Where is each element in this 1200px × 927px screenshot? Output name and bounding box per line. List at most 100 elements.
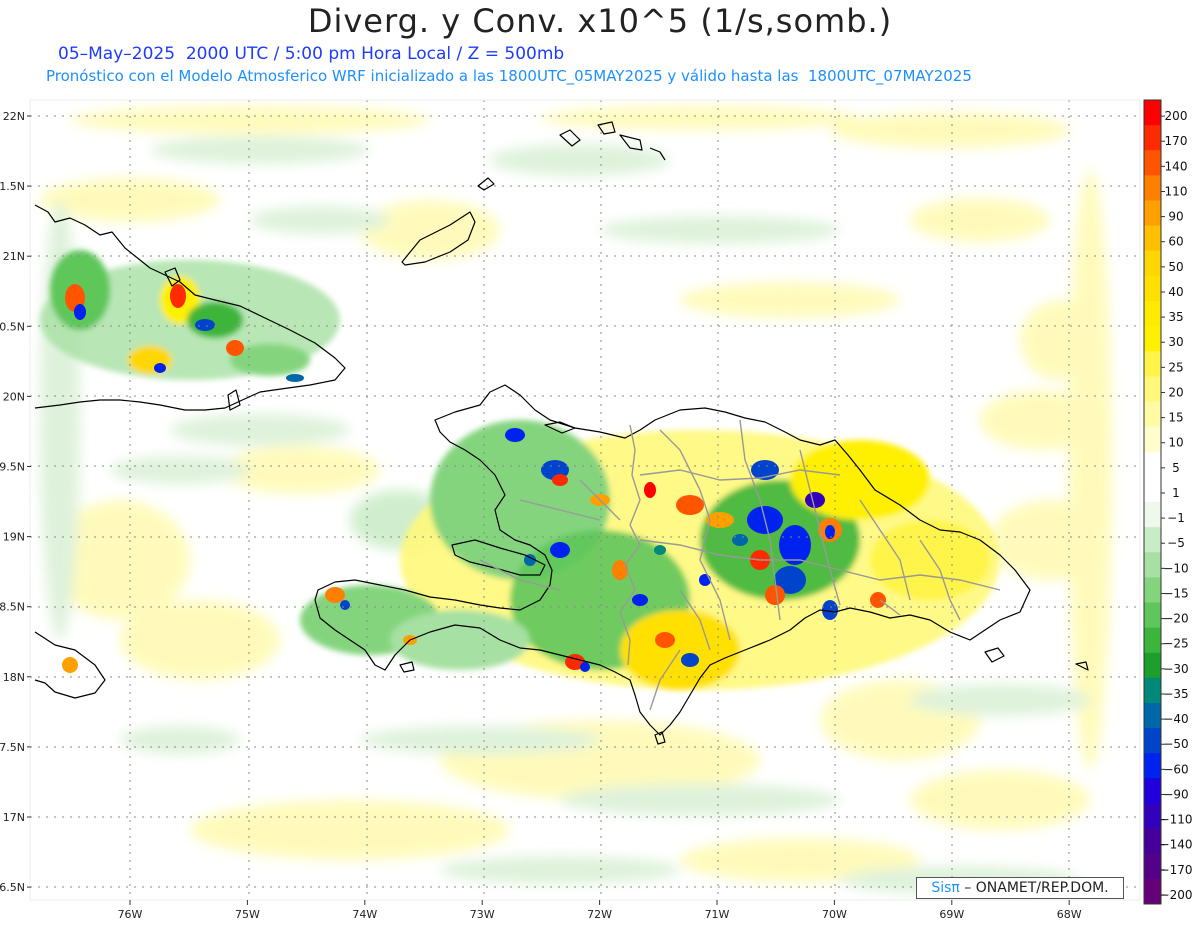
lat-tick-label: 20N	[3, 390, 25, 403]
colorbar-swatch	[1144, 502, 1161, 528]
lat-tick-label: 21N	[3, 250, 25, 263]
colorbar-swatch	[1144, 200, 1161, 227]
lat-tick-label: 18N	[3, 671, 25, 684]
colorbar-swatch	[1144, 602, 1161, 629]
cuba-small-island	[164, 267, 241, 411]
colorbar-swatch	[1144, 577, 1161, 603]
lat-tick-label: 9.5N	[0, 461, 25, 474]
colorbar-label: −1	[1167, 511, 1185, 525]
lon-tick-label: 75W	[235, 908, 260, 921]
lat-tick-label: 17N	[3, 811, 25, 824]
gonave-island	[451, 539, 546, 576]
great-inagua	[401, 211, 476, 266]
saona-island	[984, 647, 1005, 663]
cayemites	[399, 661, 1089, 673]
colorbar-swatch	[1144, 476, 1161, 503]
colorbar-label: −60	[1163, 762, 1188, 776]
longitude-axis: 76W 75W 74W 73W 72W 71W 70W 69W 68W	[118, 900, 1082, 921]
lon-tick-label: 69W	[939, 908, 964, 921]
colorbar-swatch	[1144, 652, 1161, 679]
tortuga-island	[544, 421, 576, 434]
colorbar-swatch	[1144, 753, 1161, 779]
lon-tick-label: 73W	[470, 908, 495, 921]
colorbar-swatch	[1144, 275, 1161, 302]
colorbar-label: 25	[1168, 360, 1183, 374]
cuba-south-coast	[34, 631, 106, 699]
colorbar-swatch	[1144, 677, 1161, 704]
colorbar-frame	[1143, 99, 1162, 905]
colorbar-label: −20	[1163, 612, 1188, 626]
colorbar-swatch	[1144, 552, 1161, 578]
provincial-borders	[479, 419, 1001, 711]
lat-tick-label: 0.5N	[0, 320, 25, 333]
colorbar-swatch	[1144, 175, 1161, 201]
colorbar-swatch	[1144, 301, 1161, 327]
latitude-axis: 22N 1.5N 21N 0.5N 20N 9.5N 19N 8.5N 18N 7.5N 17N 6.…	[0, 110, 31, 894]
colorbar-swatch	[1144, 326, 1161, 352]
colorbar-swatch	[1144, 225, 1161, 252]
colorbar-label: −170	[1160, 863, 1193, 877]
small-cay-1	[477, 177, 495, 191]
colorbar-label: −35	[1163, 687, 1188, 701]
colorbar-swatch	[1144, 250, 1161, 277]
colorbar-label: −15	[1163, 586, 1188, 600]
colorbar-label: −110	[1160, 813, 1193, 827]
colorbar-label: 50	[1168, 260, 1183, 274]
colorbar-swatch	[1144, 778, 1161, 804]
colorbar-label: −30	[1163, 662, 1188, 676]
colorbar: 200 170 140 110 90 60 50 40 35 30 25 20 15 10 5 1 −1 −5 −1…	[1143, 99, 1193, 905]
lon-tick-label: 71W	[705, 908, 730, 921]
colorbar-label: 1	[1172, 486, 1180, 500]
colorbar-label: 30	[1168, 335, 1183, 349]
colorbar-swatch	[1144, 351, 1161, 377]
colorbar-label: 40	[1168, 285, 1183, 299]
colorbar-swatch	[1144, 627, 1161, 654]
colorbar-swatch	[1144, 426, 1161, 453]
colorbar-swatch	[1144, 803, 1161, 830]
colorbar-label: −90	[1163, 787, 1188, 801]
hispaniola-coast	[314, 384, 1031, 736]
graticule	[30, 100, 1140, 900]
model-info-subtitle: Pronóstico con el Modelo Atmosferico WRF…	[46, 67, 972, 85]
lon-tick-label: 72W	[587, 908, 612, 921]
lon-tick-label: 76W	[118, 908, 143, 921]
haiti-dr-border	[619, 424, 641, 666]
colorbar-label: −200	[1160, 888, 1193, 902]
lat-tick-label: 7.5N	[0, 741, 25, 754]
colorbar-swatch	[1144, 376, 1161, 402]
colorbar-label: −25	[1163, 637, 1188, 651]
colorbar-swatch	[1144, 150, 1161, 176]
colorbar-label: 35	[1168, 310, 1183, 324]
colorbar-label: 200	[1165, 109, 1188, 123]
colorbar-label: 15	[1168, 411, 1183, 425]
plot-frame	[29, 99, 1141, 901]
colorbar-swatch	[1144, 451, 1161, 478]
lat-tick-label: 1.5N	[0, 180, 25, 193]
colorbar-label: −40	[1163, 712, 1188, 726]
colorbar-swatch	[1144, 828, 1161, 855]
credit-box: Sisπ – ONAMET/REP.DOM.	[916, 877, 1124, 899]
forecast-time-subtitle: 05–May–2025 2000 UTC / 5:00 pm Hora Loca…	[58, 44, 565, 64]
colorbar-label: 170	[1165, 134, 1188, 148]
colorbar-swatch	[1144, 703, 1161, 729]
colorbar-label: 90	[1168, 210, 1183, 224]
coastlines	[34, 121, 1089, 745]
colorbar-label: 5	[1172, 461, 1180, 475]
colorbar-label: 110	[1165, 184, 1188, 198]
credit-org: – ONAMET/REP.DOM.	[959, 880, 1109, 896]
beata-island	[654, 731, 666, 745]
lat-tick-label: 19N	[3, 531, 25, 544]
colorbar-label: 20	[1168, 385, 1183, 399]
colorbar-label: −5	[1167, 536, 1185, 550]
colorbar-swatch	[1144, 878, 1161, 905]
colorbar-label: 10	[1168, 436, 1183, 450]
lat-tick-label: 22N	[3, 110, 25, 123]
colorbar-swatch	[1144, 728, 1161, 754]
lon-tick-label: 70W	[822, 908, 847, 921]
colorbar-swatch	[1144, 853, 1161, 880]
lat-tick-label: 6.5N	[0, 881, 25, 894]
colorbar-swatch	[1144, 527, 1161, 553]
lon-tick-label: 68W	[1057, 908, 1082, 921]
colorbar-label: 140	[1165, 159, 1188, 173]
